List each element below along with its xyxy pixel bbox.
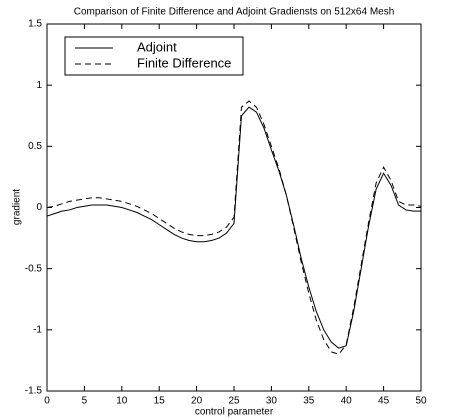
- y-axis-label: gradient: [12, 189, 23, 225]
- x-axis-label: control parameter: [195, 407, 274, 418]
- line-series: [46, 100, 422, 355]
- x-tick-label: 45: [378, 396, 390, 407]
- y-tick-label: -1: [33, 324, 42, 335]
- y-tick-label: -1.5: [25, 386, 43, 397]
- line-series: [46, 106, 421, 349]
- x-tick-label: 0: [44, 396, 50, 407]
- x-tick-label: 50: [415, 396, 427, 407]
- legend-label: Adjoint: [137, 39, 177, 54]
- x-tick-label: 15: [154, 396, 166, 407]
- x-tick-label: 5: [82, 396, 88, 407]
- y-tick-label: 0: [36, 202, 42, 213]
- chart-title: Comparison of Finite Difference and Adjo…: [74, 7, 395, 18]
- y-tick-label: 1.5: [28, 19, 42, 30]
- y-tick-label: 1: [36, 80, 42, 91]
- legend-label: Finite Difference: [137, 55, 231, 70]
- x-tick-label: 20: [191, 396, 203, 407]
- y-tick-label: -0.5: [25, 263, 43, 274]
- y-tick-label: 0.5: [28, 141, 42, 152]
- x-tick-label: 40: [341, 396, 353, 407]
- x-tick-label: 30: [266, 396, 278, 407]
- legend-box: [64, 36, 244, 76]
- x-tick-label: 35: [303, 396, 315, 407]
- x-tick-label: 25: [228, 396, 240, 407]
- x-tick-label: 10: [116, 396, 128, 407]
